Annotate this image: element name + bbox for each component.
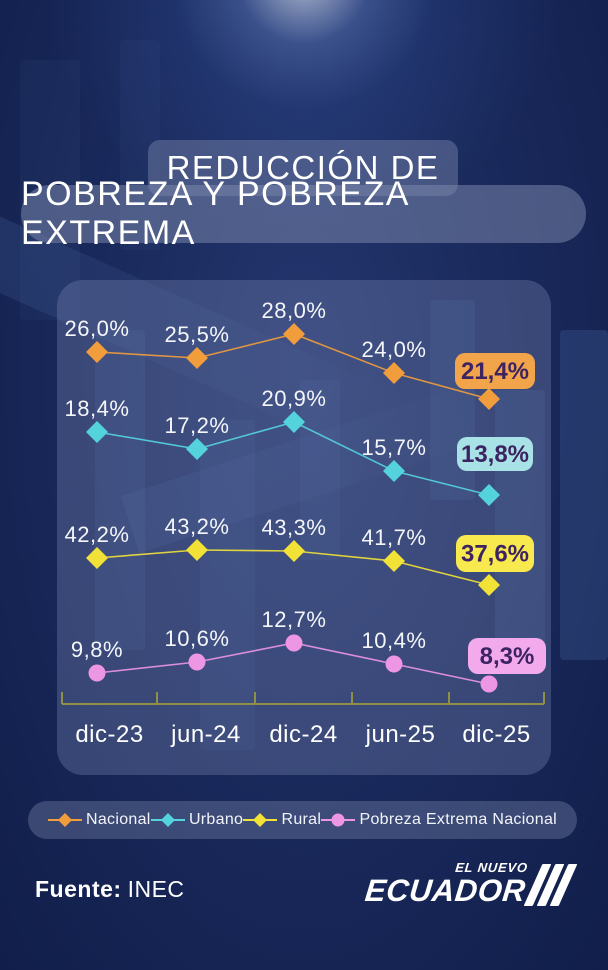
circle-marker bbox=[188, 653, 206, 671]
point-label: 41,7% bbox=[362, 525, 427, 550]
point-label: 10,4% bbox=[362, 628, 427, 653]
point-label: 17,2% bbox=[165, 413, 230, 438]
diamond-marker bbox=[283, 411, 305, 433]
series-urbano: 18,4% 17,2% 20,9% 15,7% 13,8% bbox=[65, 386, 533, 506]
point-label: 10,6% bbox=[165, 626, 230, 651]
legend-item-nacional: Nacional bbox=[48, 811, 151, 829]
diamond-marker bbox=[283, 540, 305, 562]
x-axis-label: dic-24 bbox=[269, 721, 337, 748]
x-axis-label: dic-23 bbox=[75, 721, 143, 748]
diamond-marker bbox=[186, 347, 208, 369]
circle-marker bbox=[88, 664, 106, 682]
final-value-text: 21,4% bbox=[461, 358, 529, 385]
source-text: Fuente: INEC bbox=[35, 876, 185, 903]
final-value-badge bbox=[468, 638, 546, 674]
chart-legend: Nacional Urbano Rural Pobreza Extrema Nacio… bbox=[28, 801, 577, 839]
point-label: 9,8% bbox=[71, 637, 123, 662]
point-label: 26,0% bbox=[65, 316, 130, 341]
point-label: 18,4% bbox=[65, 396, 130, 421]
final-value-badge bbox=[456, 535, 534, 572]
final-value-text: 8,3% bbox=[480, 643, 535, 670]
source-label: Fuente: bbox=[35, 876, 122, 902]
legend-diamond-icon bbox=[48, 813, 82, 827]
series-nacional: 26,0% 25,5% 28,0% 24,0% 21,4% bbox=[65, 298, 535, 410]
source-value: INEC bbox=[127, 876, 185, 902]
diamond-marker bbox=[383, 550, 405, 572]
legend-label: Pobreza Extrema Nacional bbox=[359, 811, 557, 828]
point-label: 28,0% bbox=[262, 298, 327, 323]
legend-diamond-icon bbox=[243, 813, 278, 827]
title-line-2: POBREZA Y POBREZA EXTREMA bbox=[21, 175, 586, 252]
point-label: 43,3% bbox=[262, 515, 327, 540]
diamond-marker bbox=[86, 341, 108, 363]
x-axis-label: jun-24 bbox=[170, 721, 241, 748]
point-label: 20,9% bbox=[262, 386, 327, 411]
point-label: 25,5% bbox=[165, 322, 230, 347]
series-rural: 42,2% 43,2% 43,3% 41,7% 37,6% bbox=[65, 514, 534, 596]
logo-line-2: ECUADOR bbox=[363, 873, 528, 908]
x-axis-label: jun-25 bbox=[365, 721, 436, 748]
circle-marker bbox=[385, 655, 403, 673]
final-value-text: 37,6% bbox=[461, 541, 529, 568]
x-axis-label: dic-25 bbox=[462, 721, 530, 748]
diamond-marker bbox=[383, 460, 405, 482]
legend-item-urbano: Urbano bbox=[150, 811, 244, 829]
title-line-2-text: POBREZA Y POBREZA EXTREMA bbox=[21, 175, 409, 252]
series-line bbox=[96, 421, 490, 496]
diamond-marker bbox=[283, 323, 305, 345]
legend-item-pobreza-extrema-nacional: Pobreza Extrema Nacional bbox=[321, 811, 557, 829]
point-label: 12,7% bbox=[262, 607, 327, 632]
diamond-marker bbox=[86, 547, 108, 569]
diamond-marker bbox=[478, 388, 500, 410]
point-label: 15,7% bbox=[362, 435, 427, 460]
point-label: 42,2% bbox=[65, 522, 130, 547]
chart-panel: dic-23 jun-24 dic-24 jun-25 dic-25 26,0% 25,5%… bbox=[57, 280, 551, 775]
point-label: 24,0% bbox=[362, 337, 427, 362]
legend-item-rural: Rural bbox=[243, 811, 321, 829]
el-nuevo-ecuador-logo: EL NUEVO ECUADOR bbox=[363, 860, 578, 908]
diamond-marker bbox=[383, 362, 405, 384]
legend-label: Nacional bbox=[86, 811, 151, 828]
final-value-badge bbox=[455, 353, 535, 389]
diamond-marker bbox=[186, 539, 208, 561]
diamond-marker bbox=[186, 438, 208, 460]
legend-circle-icon bbox=[321, 813, 356, 827]
poverty-trend-chart: dic-23 jun-24 dic-24 jun-25 dic-25 26,0% 25,5%… bbox=[61, 298, 546, 748]
circle-marker bbox=[285, 634, 303, 652]
legend-label: Urbano bbox=[188, 811, 244, 828]
diamond-marker bbox=[478, 484, 500, 506]
title-line-1-text: REDUCCIÓN DE bbox=[166, 149, 440, 186]
legend-label: Rural bbox=[281, 811, 322, 828]
circle-marker bbox=[480, 675, 498, 693]
final-value-badge bbox=[457, 437, 533, 471]
diamond-marker bbox=[86, 421, 108, 443]
legend-diamond-icon bbox=[150, 813, 185, 827]
series-pobreza-extrema-nacional: 9,8% 10,6% 12,7% 10,4% 8,3% bbox=[71, 607, 546, 693]
point-label: 43,2% bbox=[165, 514, 230, 539]
final-value-text: 13,8% bbox=[461, 441, 529, 468]
diamond-marker bbox=[478, 574, 500, 596]
